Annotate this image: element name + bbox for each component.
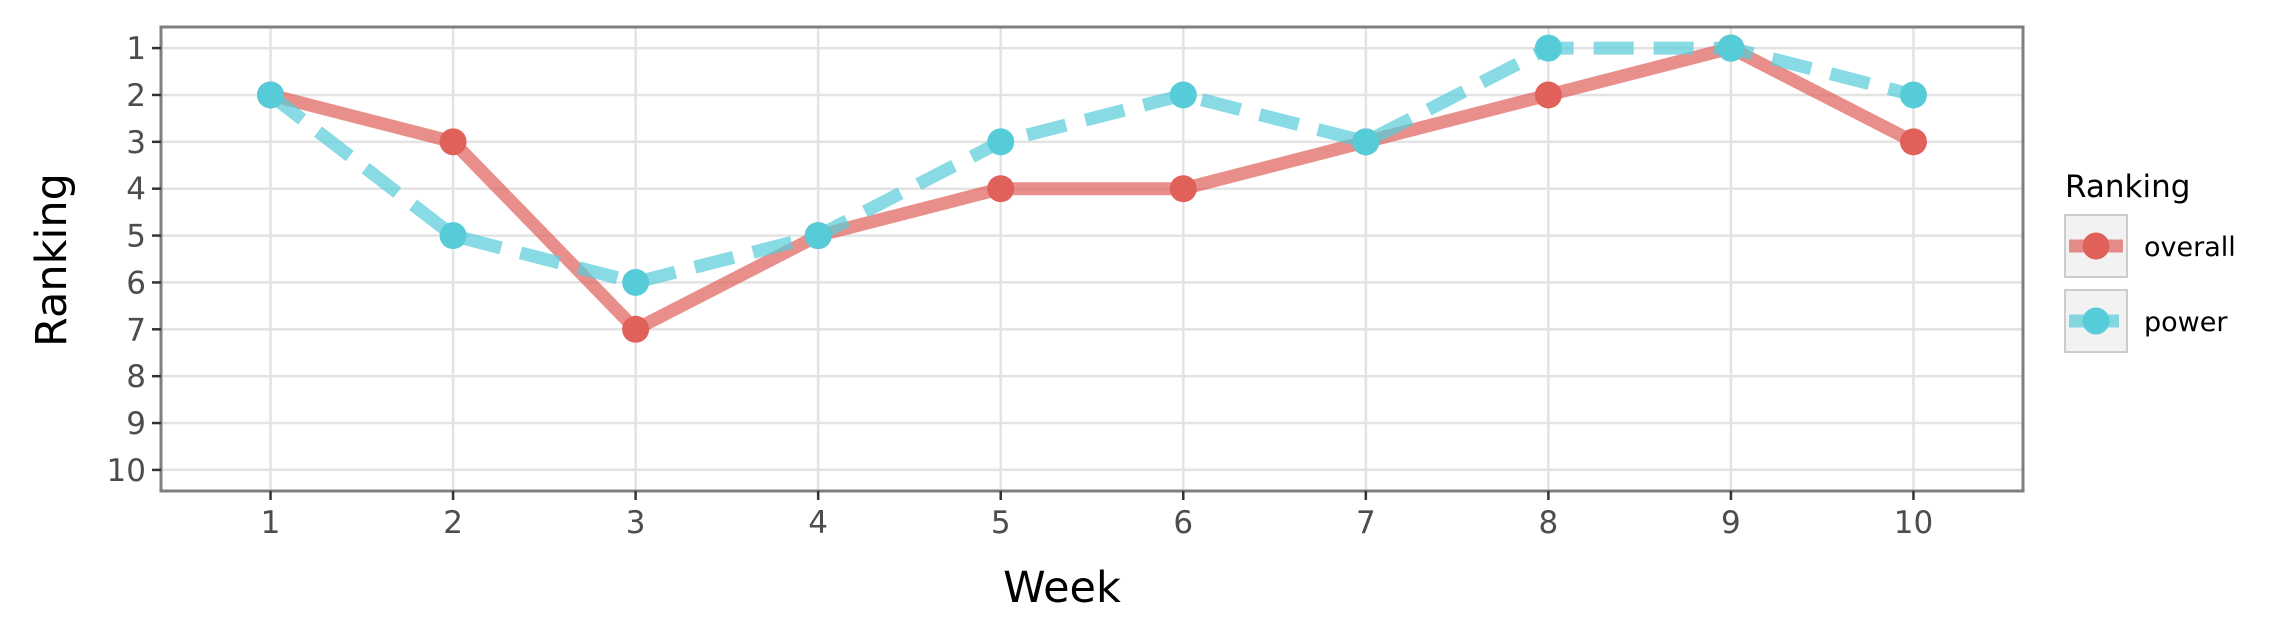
data-point-power [1717,34,1745,62]
x-tick-label: 6 [1173,505,1193,541]
data-point-power [1534,34,1562,62]
data-point-overall [439,128,467,156]
y-tick-label: 5 [126,219,146,255]
legend-label-power: power [2144,307,2228,338]
data-point-overall [1899,128,1927,156]
x-tick-label: 1 [261,505,281,541]
series-line-overall [268,41,1917,336]
plot-border [159,25,2025,493]
y-tick-label: 7 [126,312,146,348]
data-point-overall [987,175,1015,203]
data-point-power [804,222,832,250]
x-tick-label: 2 [443,505,463,541]
data-point-power [622,268,650,296]
x-tick-label: 5 [991,505,1011,541]
x-tick-label: 8 [1539,505,1559,541]
y-tick-label: 6 [126,265,146,301]
legend-marker-overall [2082,232,2110,260]
y-axis-ticks: 1 2 3 4 5 6 7 8 9 10 [107,31,161,489]
y-tick-label: 1 [126,31,146,67]
data-point-overall [622,315,650,343]
data-point-power [439,222,467,250]
y-tick-label: 2 [126,78,146,114]
x-tick-label: 3 [626,505,646,541]
data-point-power [1899,81,1927,109]
series-line-power [266,41,1916,289]
y-tick-label: 10 [107,453,146,489]
x-tick-label: 10 [1894,505,1933,541]
legend-title: Ranking [2065,169,2190,205]
data-point-power [987,128,1015,156]
x-tick-label: 4 [808,505,828,541]
legend-marker-power [2082,307,2110,335]
x-axis-ticks: 1 2 3 4 5 6 7 8 9 10 [261,491,1933,541]
data-point-power [257,81,285,109]
y-axis-title: Ranking [27,173,77,347]
data-point-overall [1534,81,1562,109]
data-point-overall [1169,175,1197,203]
x-axis-title: Week [1003,563,1121,613]
x-tick-label: 9 [1721,505,1741,541]
data-point-power [1169,81,1197,109]
legend: Ranking overall power [2064,169,2236,353]
legend-label-overall: overall [2144,232,2236,263]
y-tick-label: 8 [126,359,146,395]
series-lines [266,41,1917,336]
series-points [257,34,1927,343]
y-tick-label: 4 [126,172,146,208]
data-point-power [1352,128,1380,156]
x-tick-label: 7 [1356,505,1376,541]
y-tick-label: 9 [126,406,146,442]
plot-background [161,27,2023,491]
y-tick-label: 3 [126,125,146,161]
